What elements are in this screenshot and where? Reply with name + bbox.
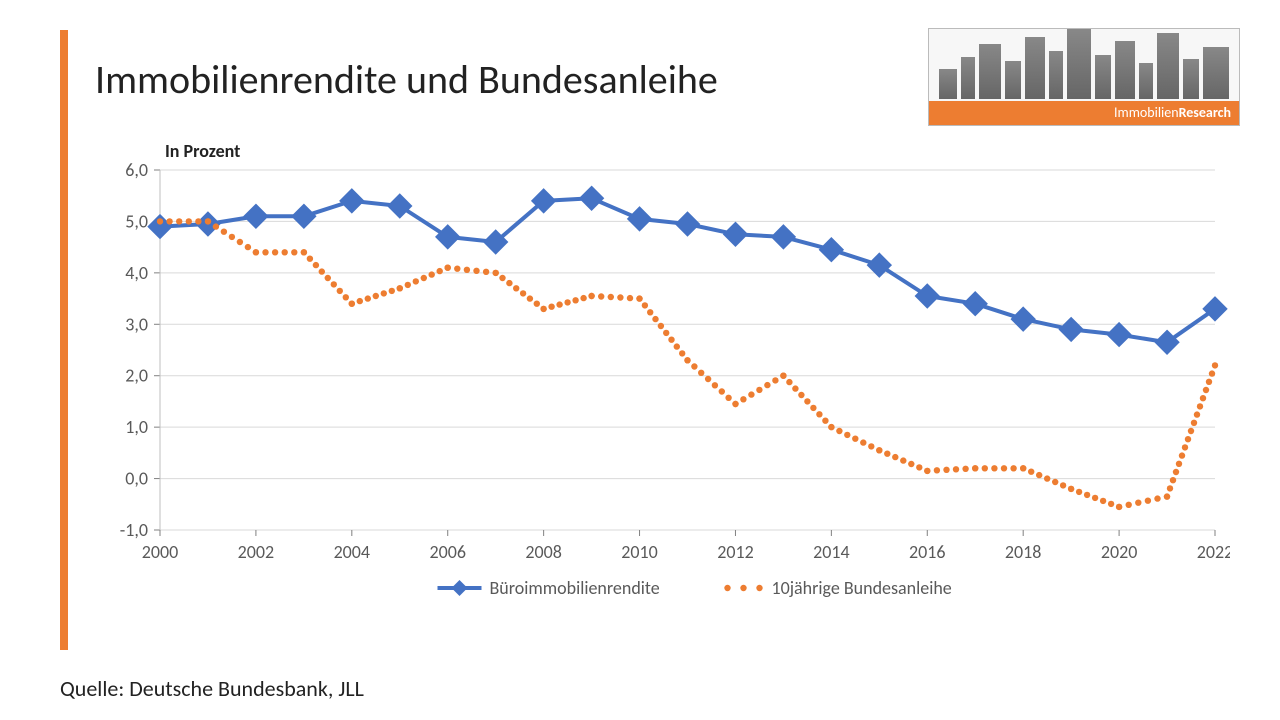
- series-marker: [819, 238, 843, 262]
- source-label: Quelle: Deutsche Bundesbank, JLL: [60, 675, 364, 702]
- chart: -1,0 0,0 1,0 2,0 3,0 4,0 5,0 6,0 2000 2002 2004 200…: [100, 160, 1230, 610]
- x-tick-label: 2016: [909, 541, 946, 563]
- slide-title: Immobilienrendite und Bundesanleihe: [95, 55, 718, 104]
- y-tick-label: -1,0: [120, 519, 148, 541]
- series-marker: [723, 222, 747, 246]
- logo: ImmobilienResearch: [928, 28, 1240, 126]
- series-marker: [436, 225, 460, 249]
- x-tick-label: 2008: [525, 541, 562, 563]
- y-tick-label: 5,0: [125, 210, 148, 232]
- series-marker: [388, 194, 412, 218]
- series-marker: [148, 215, 172, 239]
- accent-bar: [60, 30, 68, 650]
- legend-label: Büroimmobilienrendite: [490, 577, 660, 599]
- slide: Immobilienrendite und Bundesanleihe Immo…: [0, 0, 1280, 720]
- x-tick-label: 2004: [334, 541, 371, 563]
- y-tick-label: 4,0: [125, 262, 148, 284]
- series-marker: [580, 186, 604, 210]
- y-tick-label: 0,0: [125, 468, 148, 490]
- series-marker: [963, 292, 987, 316]
- series-marker: [915, 284, 939, 308]
- series-marker: [292, 204, 316, 228]
- x-tick-label: 2006: [429, 541, 466, 563]
- series-marker: [1059, 317, 1083, 341]
- series-marker: [867, 253, 891, 277]
- logo-brand: ImmobilienResearch: [929, 101, 1239, 125]
- y-tick-label: 6,0: [125, 160, 148, 181]
- x-tick-label: 2002: [238, 541, 275, 563]
- x-tick-label: 2000: [142, 541, 179, 563]
- logo-brand-prefix: Immobilien: [1114, 104, 1179, 121]
- x-tick-label: 2022: [1197, 541, 1230, 563]
- series-marker: [1155, 330, 1179, 354]
- x-tick-label: 2014: [813, 541, 850, 563]
- series-marker: [1011, 307, 1035, 331]
- chart-subtitle: In Prozent: [165, 140, 240, 162]
- y-tick-label: 3,0: [125, 313, 148, 335]
- x-tick-label: 2018: [1005, 541, 1042, 563]
- x-tick-label: 2020: [1101, 541, 1138, 563]
- series-marker: [628, 207, 652, 231]
- series-marker: [771, 225, 795, 249]
- logo-skyline: [929, 29, 1239, 99]
- y-tick-label: 1,0: [125, 416, 148, 438]
- x-tick-label: 2010: [621, 541, 658, 563]
- series-marker: [1203, 297, 1227, 321]
- x-tick-label: 2012: [717, 541, 754, 563]
- y-tick-label: 2,0: [125, 365, 148, 387]
- series-marker: [340, 189, 364, 213]
- logo-brand-suffix: Research: [1179, 104, 1231, 121]
- series-marker: [676, 212, 700, 236]
- legend-label: 10jährige Bundesanleihe: [772, 577, 952, 599]
- series-marker: [1107, 323, 1131, 347]
- series-marker: [244, 204, 268, 228]
